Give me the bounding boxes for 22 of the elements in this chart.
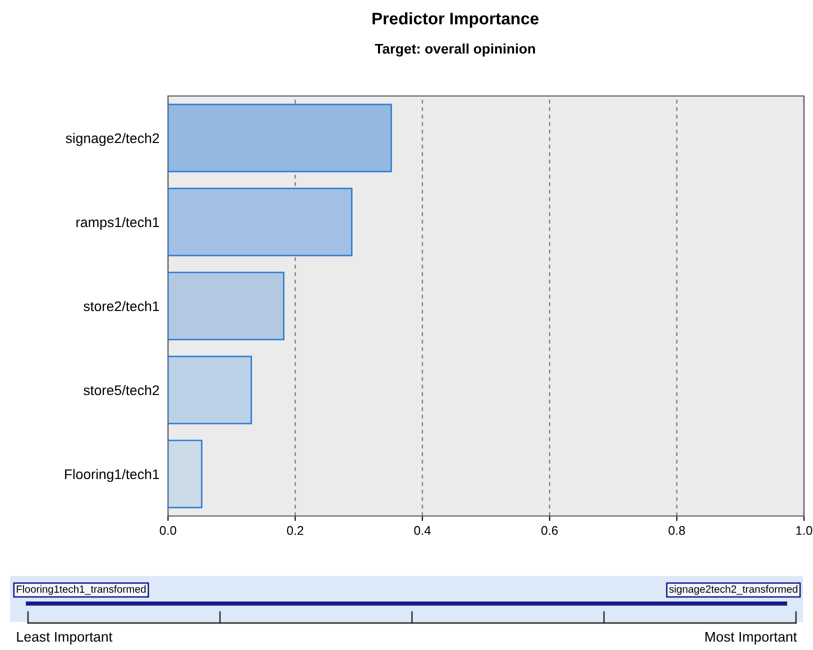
text: signage2tech2_transformed bbox=[669, 585, 798, 595]
text: Least Important bbox=[17, 632, 112, 644]
x-tick-label: 0.2 bbox=[287, 526, 304, 535]
y-tick-label: store5/tech2 bbox=[84, 384, 159, 396]
bar bbox=[168, 188, 352, 256]
bar bbox=[168, 104, 392, 172]
x-tick-label: 1.0 bbox=[796, 526, 812, 535]
chart-title: Predictor Importance bbox=[372, 12, 539, 28]
text: Most Important bbox=[706, 632, 797, 644]
y-tick-label: signage2/tech2 bbox=[66, 132, 159, 146]
x-tick-label: 0.8 bbox=[668, 526, 685, 535]
y-tick-label: store2/tech1 bbox=[84, 300, 159, 312]
bar bbox=[168, 440, 202, 508]
x-tick-label: 0.6 bbox=[541, 526, 558, 535]
text: Flooring1tech1_transformed bbox=[16, 585, 146, 595]
y-tick-label: Flooring1/tech1 bbox=[65, 468, 159, 482]
x-tick-label: 0.4 bbox=[414, 526, 431, 535]
bar bbox=[168, 356, 252, 424]
chart-subtitle: Target: overall opininion bbox=[374, 43, 535, 57]
y-tick-label: ramps1/tech1 bbox=[76, 216, 159, 230]
bar bbox=[168, 272, 284, 340]
x-tick-label: 0.0 bbox=[160, 526, 176, 535]
